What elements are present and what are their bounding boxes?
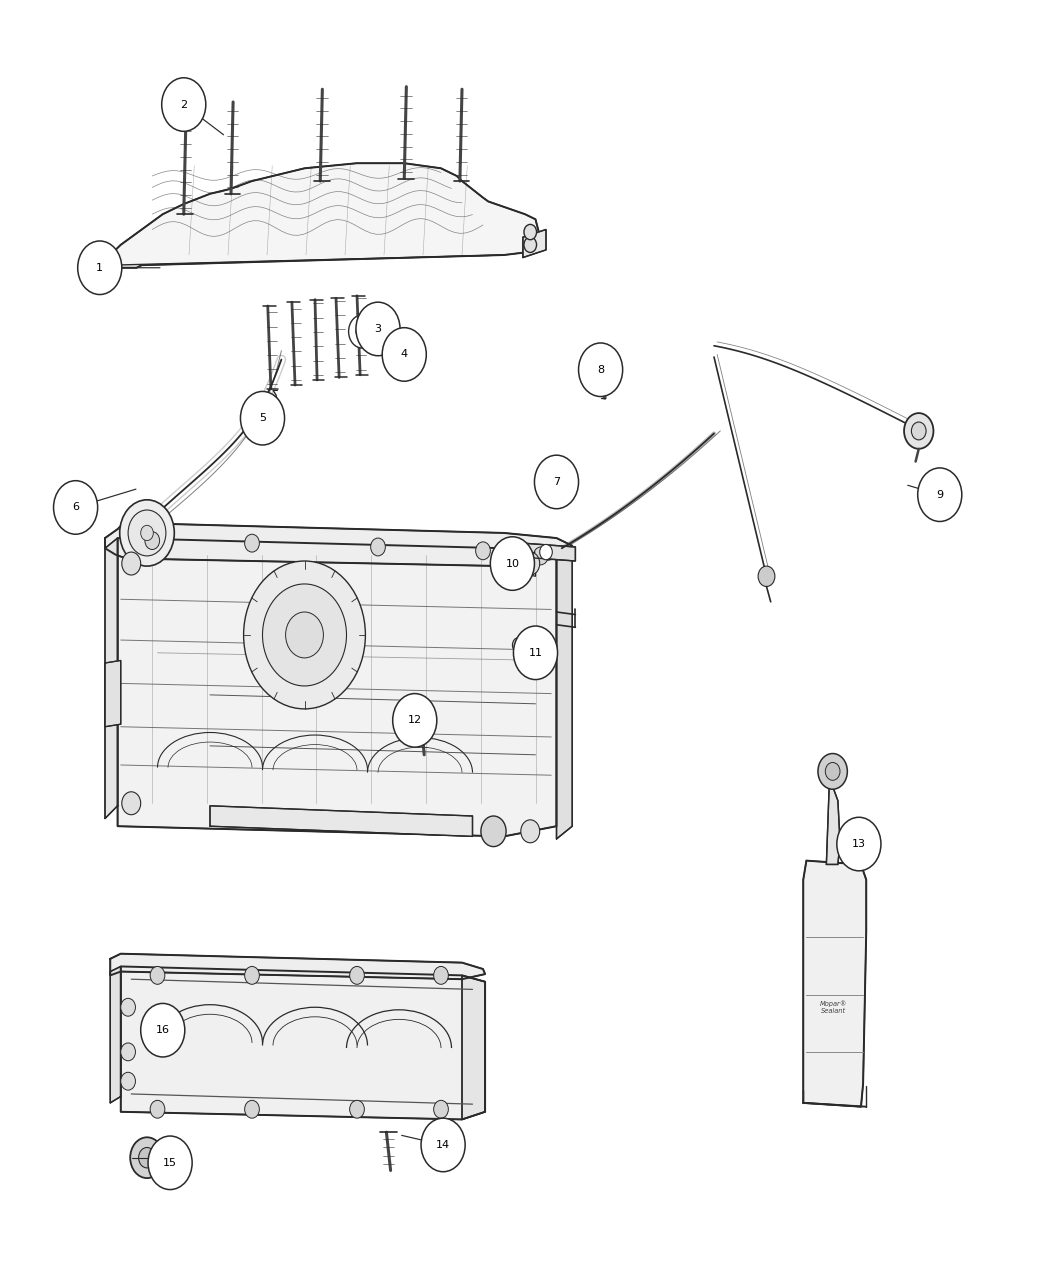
Text: 2: 2: [181, 99, 187, 110]
Circle shape: [481, 816, 506, 847]
Circle shape: [141, 525, 153, 541]
Text: 8: 8: [597, 365, 604, 375]
Circle shape: [911, 422, 926, 440]
Circle shape: [356, 324, 369, 339]
Circle shape: [139, 1148, 155, 1168]
Circle shape: [904, 413, 933, 449]
Circle shape: [145, 532, 160, 550]
Circle shape: [162, 78, 206, 131]
Text: 14: 14: [436, 1140, 450, 1150]
Polygon shape: [523, 230, 546, 258]
Circle shape: [524, 224, 537, 240]
Circle shape: [286, 612, 323, 658]
Circle shape: [148, 1136, 192, 1190]
Circle shape: [245, 1100, 259, 1118]
Polygon shape: [210, 806, 472, 836]
Circle shape: [539, 477, 549, 490]
Circle shape: [245, 534, 259, 552]
Polygon shape: [556, 551, 572, 839]
Circle shape: [382, 328, 426, 381]
Circle shape: [837, 817, 881, 871]
Text: 10: 10: [505, 558, 520, 569]
Circle shape: [434, 1100, 448, 1118]
Polygon shape: [110, 966, 121, 1103]
Polygon shape: [105, 660, 121, 727]
Circle shape: [150, 966, 165, 984]
Circle shape: [121, 1043, 135, 1061]
Text: 16: 16: [155, 1025, 170, 1035]
Circle shape: [540, 544, 552, 560]
Circle shape: [825, 762, 840, 780]
Polygon shape: [105, 538, 118, 819]
Text: 5: 5: [259, 413, 266, 423]
Text: 13: 13: [852, 839, 866, 849]
Circle shape: [512, 638, 525, 653]
Circle shape: [758, 566, 775, 586]
Circle shape: [240, 391, 285, 445]
Text: 3: 3: [375, 324, 381, 334]
Text: Mopar®
Sealant: Mopar® Sealant: [820, 1001, 847, 1014]
Text: 15: 15: [163, 1158, 177, 1168]
Text: 11: 11: [528, 648, 543, 658]
Circle shape: [244, 561, 365, 709]
Polygon shape: [803, 861, 866, 1107]
Polygon shape: [118, 538, 556, 836]
Circle shape: [356, 302, 400, 356]
Circle shape: [513, 626, 558, 680]
Text: 9: 9: [937, 490, 943, 500]
Circle shape: [262, 584, 346, 686]
Circle shape: [524, 237, 537, 252]
Polygon shape: [121, 966, 485, 1119]
Circle shape: [122, 552, 141, 575]
Circle shape: [121, 998, 135, 1016]
Text: 12: 12: [407, 715, 422, 725]
Text: 7: 7: [553, 477, 560, 487]
Circle shape: [107, 260, 120, 275]
Text: 1: 1: [97, 263, 103, 273]
Circle shape: [818, 754, 847, 789]
Polygon shape: [105, 523, 572, 566]
Circle shape: [579, 343, 623, 397]
Text: 4: 4: [401, 349, 407, 360]
Circle shape: [393, 694, 437, 747]
Circle shape: [121, 1072, 135, 1090]
Circle shape: [122, 792, 141, 815]
Circle shape: [533, 547, 548, 565]
Circle shape: [349, 315, 376, 348]
Circle shape: [350, 1100, 364, 1118]
Circle shape: [434, 966, 448, 984]
Text: 6: 6: [72, 502, 79, 513]
Circle shape: [78, 241, 122, 295]
Circle shape: [534, 455, 579, 509]
Circle shape: [421, 1118, 465, 1172]
Circle shape: [141, 1003, 185, 1057]
Polygon shape: [462, 975, 485, 1119]
Circle shape: [130, 1137, 164, 1178]
Polygon shape: [523, 543, 575, 561]
Circle shape: [128, 510, 166, 556]
Circle shape: [120, 500, 174, 566]
Circle shape: [476, 542, 490, 560]
Circle shape: [350, 966, 364, 984]
Circle shape: [371, 538, 385, 556]
Circle shape: [54, 481, 98, 534]
Polygon shape: [110, 163, 541, 268]
Polygon shape: [826, 778, 840, 864]
Circle shape: [918, 468, 962, 521]
Circle shape: [245, 966, 259, 984]
Circle shape: [521, 552, 540, 575]
Circle shape: [521, 820, 540, 843]
Circle shape: [490, 537, 534, 590]
Circle shape: [150, 1100, 165, 1118]
Polygon shape: [110, 954, 485, 979]
